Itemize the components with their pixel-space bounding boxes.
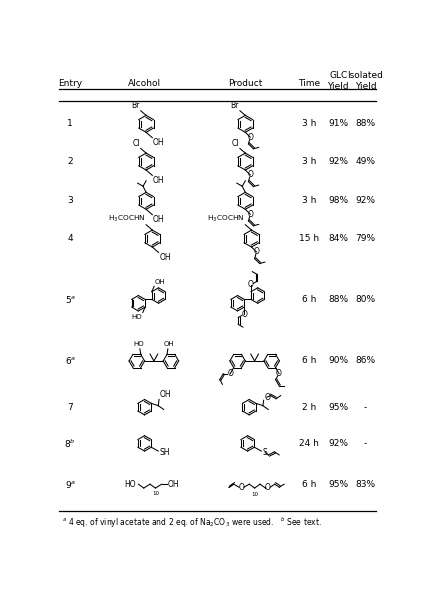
Text: Br: Br bbox=[132, 101, 140, 110]
Text: 6 h: 6 h bbox=[302, 480, 316, 489]
Text: 3 h: 3 h bbox=[302, 119, 316, 128]
Text: Cl: Cl bbox=[232, 138, 239, 147]
Text: HO: HO bbox=[131, 314, 142, 320]
Text: 2: 2 bbox=[67, 157, 73, 166]
Text: 24 h: 24 h bbox=[299, 439, 319, 448]
Text: O: O bbox=[227, 369, 233, 378]
Text: $^a$ 4 eq. of vinyl acetate and 2 eq. of Na$_2$CO$_3$ were used.   $^b$ See text: $^a$ 4 eq. of vinyl acetate and 2 eq. of… bbox=[62, 515, 322, 530]
Text: O: O bbox=[247, 209, 253, 219]
Text: 95%: 95% bbox=[328, 403, 348, 412]
Text: 2 h: 2 h bbox=[302, 403, 316, 412]
Text: 83%: 83% bbox=[355, 480, 376, 489]
Text: 6$^a$: 6$^a$ bbox=[65, 356, 76, 367]
Text: O: O bbox=[265, 483, 271, 492]
Text: 8$^b$: 8$^b$ bbox=[65, 437, 76, 450]
Text: -: - bbox=[364, 403, 367, 412]
Text: Alcohol: Alcohol bbox=[128, 78, 161, 87]
Text: H$_3$COCHN: H$_3$COCHN bbox=[108, 214, 145, 224]
Text: 6 h: 6 h bbox=[302, 295, 316, 304]
Text: OH: OH bbox=[163, 341, 174, 347]
Text: Product: Product bbox=[228, 78, 263, 87]
Text: 9$^a$: 9$^a$ bbox=[65, 479, 76, 489]
Text: 4: 4 bbox=[67, 234, 73, 243]
Text: 7: 7 bbox=[67, 403, 73, 412]
Text: OH: OH bbox=[153, 176, 165, 185]
Text: HO: HO bbox=[134, 341, 144, 347]
Text: Isolated
Yield: Isolated Yield bbox=[348, 70, 383, 91]
Text: S: S bbox=[263, 448, 268, 457]
Text: 10: 10 bbox=[251, 492, 258, 497]
Text: 92%: 92% bbox=[355, 196, 375, 205]
Text: 3 h: 3 h bbox=[302, 157, 316, 166]
Text: OH: OH bbox=[160, 389, 171, 399]
Text: O: O bbox=[247, 132, 253, 141]
Text: 91%: 91% bbox=[328, 119, 348, 128]
Text: 98%: 98% bbox=[328, 196, 348, 205]
Text: 3: 3 bbox=[67, 196, 73, 205]
Text: OH: OH bbox=[153, 138, 165, 147]
Text: 86%: 86% bbox=[355, 356, 376, 365]
Text: OH: OH bbox=[159, 253, 171, 262]
Text: 92%: 92% bbox=[329, 439, 348, 448]
Text: O: O bbox=[238, 483, 244, 492]
Text: 80%: 80% bbox=[355, 295, 376, 304]
Text: O: O bbox=[276, 369, 282, 378]
Text: 49%: 49% bbox=[355, 157, 375, 166]
Text: SH: SH bbox=[160, 448, 170, 457]
Text: 84%: 84% bbox=[329, 234, 348, 243]
Text: GLC
Yield: GLC Yield bbox=[328, 70, 349, 91]
Text: 3 h: 3 h bbox=[302, 196, 316, 205]
Text: 6 h: 6 h bbox=[302, 356, 316, 365]
Text: H$_3$COCHN: H$_3$COCHN bbox=[207, 214, 244, 224]
Text: 92%: 92% bbox=[329, 157, 348, 166]
Text: Time: Time bbox=[298, 78, 320, 87]
Text: 5$^a$: 5$^a$ bbox=[65, 294, 76, 305]
Text: -: - bbox=[364, 439, 367, 448]
Text: HO: HO bbox=[125, 480, 136, 489]
Text: 1: 1 bbox=[67, 119, 73, 128]
Text: 15 h: 15 h bbox=[299, 234, 319, 243]
Text: Cl: Cl bbox=[133, 138, 140, 147]
Text: 88%: 88% bbox=[328, 295, 348, 304]
Text: OH: OH bbox=[153, 216, 165, 225]
Text: 95%: 95% bbox=[328, 480, 348, 489]
Text: OH: OH bbox=[155, 279, 166, 285]
Text: OH: OH bbox=[168, 480, 179, 489]
Text: O: O bbox=[248, 281, 254, 289]
Text: 88%: 88% bbox=[355, 119, 376, 128]
Text: O: O bbox=[264, 394, 270, 403]
Text: Br: Br bbox=[231, 101, 239, 110]
Text: O: O bbox=[241, 309, 247, 318]
Text: 10: 10 bbox=[153, 491, 160, 496]
Text: O: O bbox=[247, 170, 253, 179]
Text: 79%: 79% bbox=[355, 234, 376, 243]
Text: O: O bbox=[254, 247, 259, 256]
Text: 90%: 90% bbox=[328, 356, 348, 365]
Text: Entry: Entry bbox=[58, 78, 82, 87]
